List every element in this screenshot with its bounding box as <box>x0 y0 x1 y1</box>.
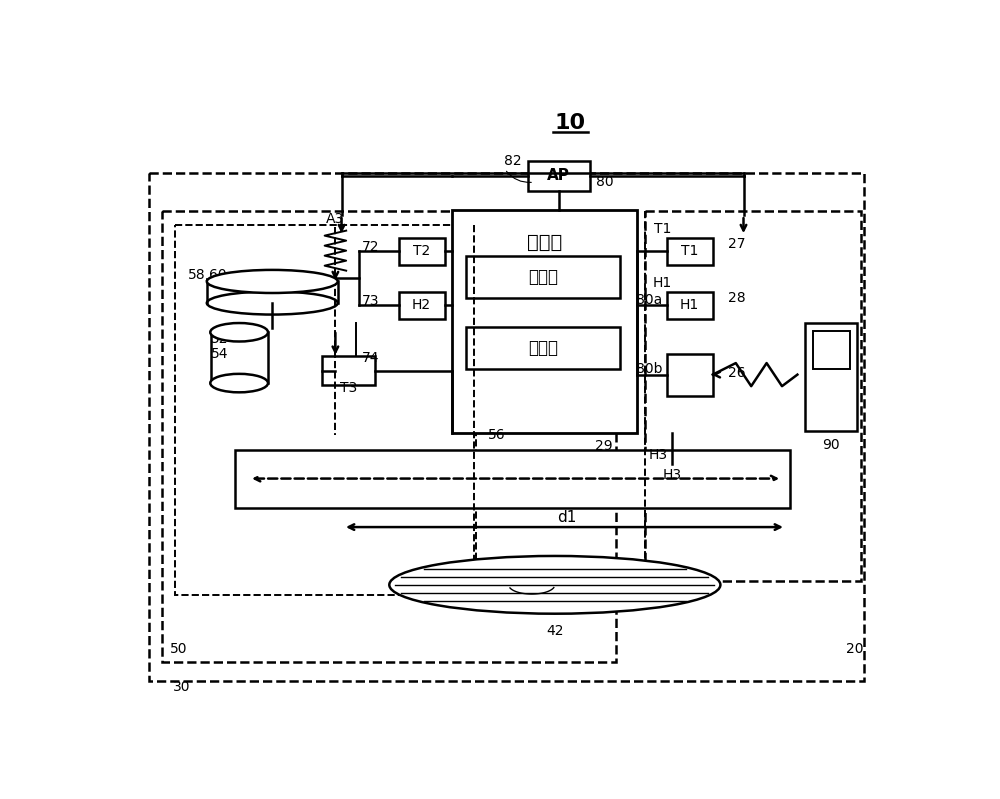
Text: 58,60: 58,60 <box>188 268 227 281</box>
Bar <box>399 238 445 265</box>
Bar <box>645 212 861 581</box>
Text: 26: 26 <box>728 366 746 380</box>
Ellipse shape <box>389 556 720 614</box>
Bar <box>805 323 857 431</box>
Text: 80b: 80b <box>636 362 662 376</box>
Ellipse shape <box>207 270 338 293</box>
Text: H2: H2 <box>412 298 431 312</box>
Bar <box>466 327 620 369</box>
Text: T2: T2 <box>413 244 430 258</box>
Bar <box>149 173 864 681</box>
Ellipse shape <box>210 374 268 392</box>
Text: 82: 82 <box>504 154 521 169</box>
Text: H3: H3 <box>662 468 681 483</box>
Bar <box>322 356 375 385</box>
Text: 30: 30 <box>173 680 190 694</box>
Bar <box>528 161 590 191</box>
Bar <box>162 212 616 662</box>
Text: H1: H1 <box>653 276 672 290</box>
Bar <box>813 331 850 369</box>
Bar <box>666 354 713 396</box>
Text: T1: T1 <box>654 222 671 236</box>
Text: 90: 90 <box>822 438 840 451</box>
Text: 20: 20 <box>846 642 863 656</box>
Text: H1: H1 <box>680 298 699 312</box>
Bar <box>466 256 620 298</box>
Text: 存储器: 存储器 <box>528 339 558 356</box>
Text: 56: 56 <box>488 427 506 442</box>
Text: 74: 74 <box>362 351 380 364</box>
Ellipse shape <box>210 323 268 341</box>
Text: T3: T3 <box>340 380 357 395</box>
Text: 控制部: 控制部 <box>527 233 562 252</box>
Bar <box>175 225 476 594</box>
Bar <box>651 464 693 487</box>
Bar <box>666 238 713 265</box>
Bar <box>452 210 637 433</box>
Text: T1: T1 <box>681 244 698 258</box>
Text: H3: H3 <box>649 447 668 462</box>
Text: 10: 10 <box>555 113 586 133</box>
Text: AP: AP <box>547 169 570 184</box>
Ellipse shape <box>207 292 338 315</box>
Text: 50: 50 <box>170 642 187 656</box>
Text: 80a: 80a <box>636 293 662 307</box>
Text: 27: 27 <box>728 237 746 252</box>
Text: 73: 73 <box>362 294 380 308</box>
Bar <box>666 292 713 319</box>
Text: 80: 80 <box>596 175 614 189</box>
Text: 54: 54 <box>211 347 228 361</box>
Text: 42: 42 <box>546 624 564 638</box>
Text: 52: 52 <box>211 332 228 346</box>
Text: 72: 72 <box>362 240 380 254</box>
Text: 28: 28 <box>728 292 746 305</box>
Text: 29: 29 <box>595 439 612 453</box>
Text: A3: A3 <box>326 212 345 226</box>
Text: d1: d1 <box>557 510 576 525</box>
Text: 处理器: 处理器 <box>528 268 558 286</box>
Bar <box>399 292 445 319</box>
Bar <box>235 450 790 508</box>
